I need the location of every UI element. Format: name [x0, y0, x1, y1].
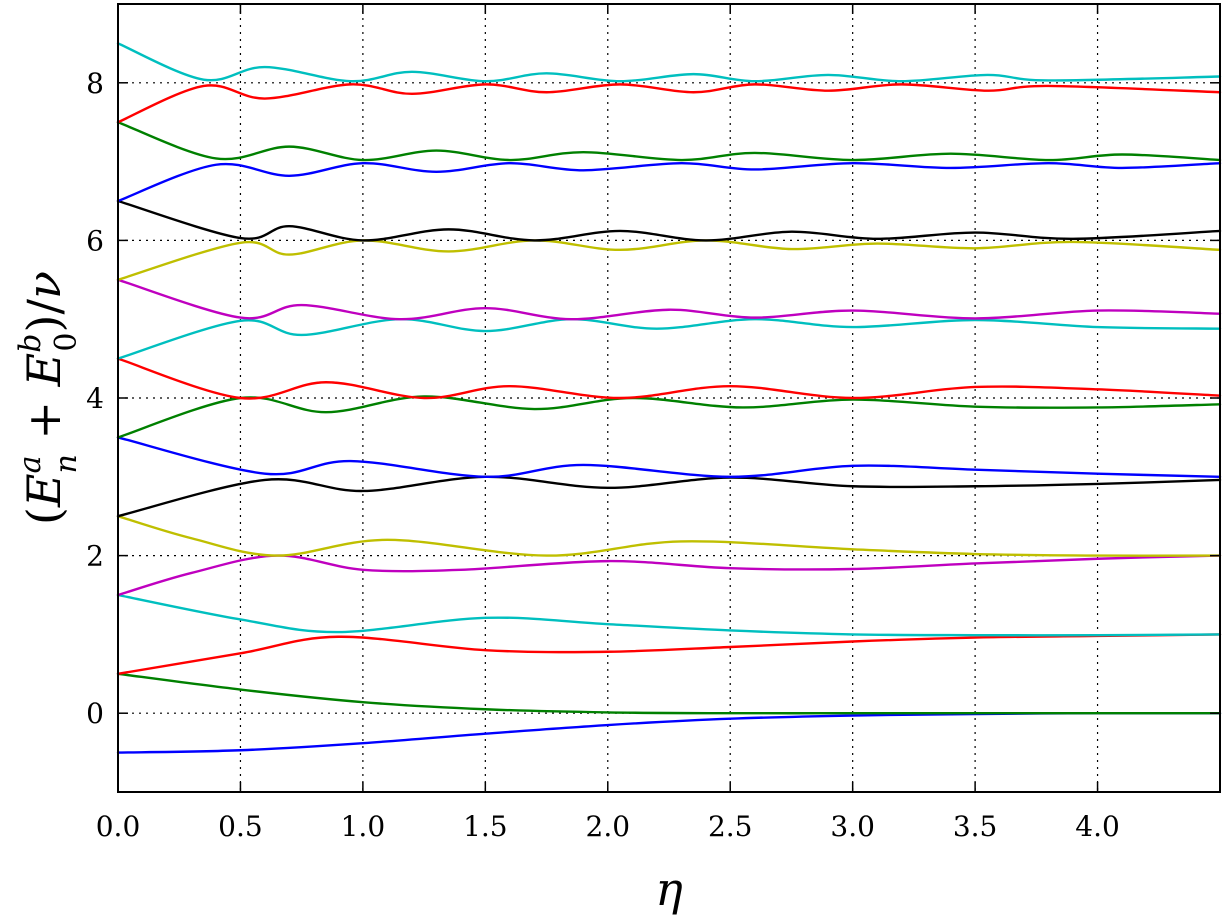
- x-tick-label: 0.5: [218, 810, 263, 843]
- series-line-10: [116, 317, 1222, 360]
- series-line-16: [116, 83, 1222, 124]
- series-line-9: [116, 357, 1222, 400]
- series-line-17: [116, 42, 1222, 83]
- series-line-7: [116, 436, 1222, 479]
- series-line-1: [116, 672, 1222, 715]
- svg-text:(Ean + Eb0)/ν: (Ean + Eb0)/ν: [13, 271, 84, 525]
- y-tick-label: 6: [86, 224, 104, 257]
- series-line-6: [116, 475, 1222, 518]
- y-title-plus: +: [17, 386, 71, 454]
- x-tick-label: 2.5: [708, 810, 753, 843]
- series-layer: [116, 42, 1222, 754]
- y-title-sup2: b: [13, 334, 48, 353]
- series-line-13: [116, 199, 1222, 242]
- x-tick-label: 3.5: [953, 810, 998, 843]
- y-title-open: (: [17, 507, 71, 525]
- x-tick-label: 4.0: [1075, 810, 1120, 843]
- series-line-12: [116, 239, 1222, 281]
- y-tick-label: 0: [86, 697, 104, 730]
- y-title-e2: E: [17, 353, 71, 388]
- x-tick-label: 1.5: [463, 810, 508, 843]
- x-axis-title: η: [655, 862, 683, 916]
- y-tick-label: 8: [86, 67, 104, 100]
- x-tick-label: 2.0: [586, 810, 631, 843]
- series-line-5: [116, 515, 1222, 557]
- x-tick-label: 3.0: [830, 810, 875, 843]
- plot-background: [118, 4, 1220, 792]
- series-line-15: [116, 121, 1222, 162]
- y-title-nu: ν: [17, 271, 71, 299]
- y-title-sub2: 0: [49, 332, 84, 351]
- y-title-close: )/: [17, 299, 71, 333]
- series-line-2: [116, 633, 1222, 675]
- y-axis-title: (Ean + Eb0)/ν: [13, 271, 84, 525]
- x-tick-label: 1.0: [341, 810, 386, 843]
- x-tick-label: 0.0: [96, 810, 141, 843]
- y-title-e1: E: [17, 473, 71, 508]
- series-line-14: [116, 161, 1222, 203]
- ticks: 0.0 0.5 1.0 1.5 2.0 2.5 3.0 3.5 4.0 0 2 4 6 8: [86, 4, 1220, 843]
- y-title-sub1: n: [49, 454, 84, 473]
- series-line-11: [116, 278, 1222, 321]
- y-tick-label: 4: [86, 382, 104, 415]
- series-line-3: [116, 593, 1222, 637]
- y-tick-label: 2: [86, 540, 104, 573]
- y-title-sup1: a: [13, 456, 48, 474]
